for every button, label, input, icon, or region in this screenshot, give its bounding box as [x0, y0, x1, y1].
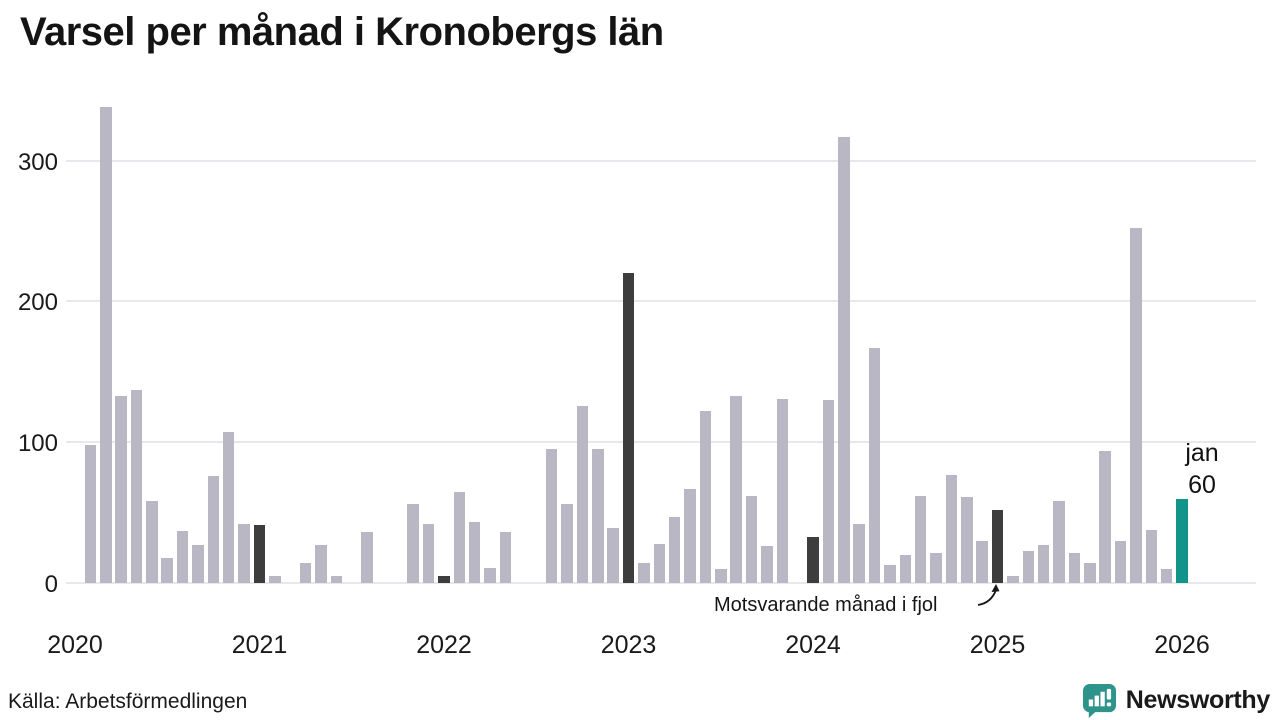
- bar: [914, 495, 927, 583]
- y-axis-tick-label: 200: [17, 289, 58, 317]
- bar: [745, 495, 758, 583]
- bar: [730, 395, 742, 583]
- bar: [1084, 563, 1096, 583]
- bar: [699, 411, 712, 583]
- y-axis-tick-label: 300: [17, 148, 58, 176]
- bar: [576, 405, 589, 583]
- bar-current-month: [1176, 498, 1188, 583]
- bar: [899, 554, 912, 583]
- bar: [592, 449, 604, 583]
- bar: [269, 576, 281, 583]
- current-bar-value: 60: [1188, 471, 1216, 499]
- x-axis-year-label: 2021: [231, 631, 288, 659]
- bar: [315, 545, 327, 583]
- bar: [1099, 450, 1111, 583]
- bar: [361, 532, 373, 583]
- annotation-same-month-last-year: Motsvarande månad i fjol: [714, 594, 938, 616]
- bar: [945, 474, 958, 583]
- bar: [468, 522, 481, 583]
- bar: [653, 543, 666, 583]
- newsworthy-logo-icon: [1082, 683, 1116, 719]
- chart-title: Varsel per månad i Kronobergs län: [20, 10, 664, 54]
- gridline-y100: [66, 441, 1256, 444]
- bar: [1068, 553, 1081, 583]
- brand-name: Newsworthy: [1125, 686, 1271, 714]
- bar-same-month-last-years: [253, 525, 266, 583]
- bar: [930, 553, 942, 583]
- annotation-arrow-icon: [977, 584, 1000, 606]
- bar: [422, 523, 435, 583]
- y-axis-tick-label: 100: [17, 430, 58, 458]
- bar: [222, 432, 235, 583]
- bar: [1145, 529, 1158, 583]
- bar: [961, 497, 973, 583]
- bar: [668, 516, 681, 583]
- bar: [299, 563, 312, 583]
- bar: [207, 476, 220, 583]
- source-text: Källa: Arbetsförmedlingen: [8, 690, 248, 713]
- bar: [853, 523, 865, 583]
- gridline-y0: [66, 582, 1256, 584]
- x-axis-year-label: 2026: [1154, 631, 1210, 659]
- x-axis-year-label: 2025: [969, 631, 1026, 659]
- bar: [822, 399, 835, 583]
- bar: [453, 491, 466, 583]
- bar: [100, 107, 112, 583]
- bar: [407, 504, 419, 583]
- bar-same-month-last-years: [622, 273, 635, 583]
- bar: [715, 568, 727, 583]
- bar: [638, 563, 650, 583]
- current-bar-label: jan 60: [1176, 437, 1228, 501]
- y-axis-tick-label: 0: [44, 571, 58, 598]
- bar: [115, 395, 127, 583]
- bar: [561, 504, 573, 583]
- bar: [146, 501, 158, 583]
- bar: [607, 528, 619, 583]
- gridline-y300: [66, 159, 1256, 162]
- bar: [238, 523, 250, 583]
- bar-same-month-last-years: [438, 576, 450, 583]
- bar-same-month-last-years: [991, 509, 1004, 583]
- bar: [545, 449, 558, 583]
- bar: [192, 545, 204, 583]
- current-bar-month: jan: [1185, 439, 1219, 467]
- x-axis-year-label: 2020: [47, 631, 103, 659]
- x-axis-year-label: 2024: [785, 631, 841, 659]
- bar: [884, 564, 896, 583]
- bar: [1114, 540, 1127, 583]
- bar: [761, 546, 773, 583]
- bar: [161, 557, 173, 583]
- bar: [84, 445, 97, 583]
- bar: [1037, 545, 1050, 583]
- x-axis-year-label: 2022: [416, 631, 472, 659]
- bar: [776, 398, 789, 583]
- x-axis-year-label: 2023: [600, 631, 657, 659]
- bar: [838, 136, 850, 583]
- bar: [484, 567, 496, 583]
- bar-same-month-last-years: [807, 536, 819, 583]
- bar: [1130, 228, 1142, 583]
- bar: [499, 532, 512, 583]
- bar: [684, 488, 696, 583]
- bar: [1007, 576, 1019, 583]
- bar: [176, 530, 189, 583]
- bar: [868, 347, 881, 583]
- bar: [1160, 568, 1173, 583]
- brand-lockup: Newsworthy: [1081, 682, 1270, 719]
- bar: [130, 390, 143, 583]
- gridline-y200: [66, 300, 1256, 303]
- bar: [1022, 550, 1035, 583]
- bar: [330, 576, 343, 583]
- bar: [1053, 501, 1065, 583]
- bar: [976, 540, 988, 583]
